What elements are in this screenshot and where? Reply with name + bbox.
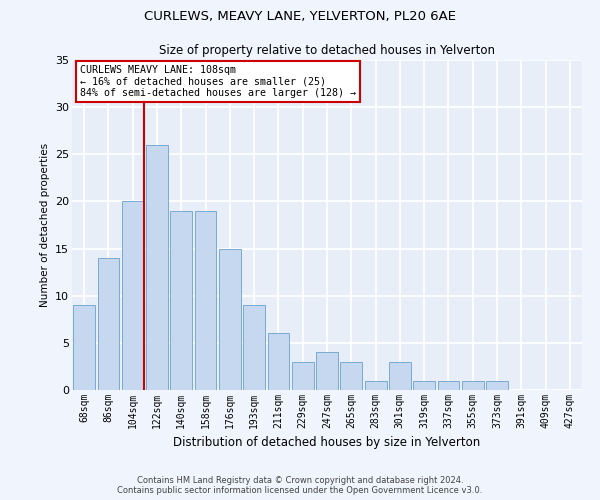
Bar — [170, 211, 192, 390]
Bar — [194, 211, 217, 390]
Bar — [486, 380, 508, 390]
Text: CURLEWS, MEAVY LANE, YELVERTON, PL20 6AE: CURLEWS, MEAVY LANE, YELVERTON, PL20 6AE — [144, 10, 456, 23]
X-axis label: Distribution of detached houses by size in Yelverton: Distribution of detached houses by size … — [173, 436, 481, 450]
Bar — [243, 305, 265, 390]
Text: Contains HM Land Registry data © Crown copyright and database right 2024.
Contai: Contains HM Land Registry data © Crown c… — [118, 476, 482, 495]
Bar — [437, 380, 460, 390]
Text: CURLEWS MEAVY LANE: 108sqm
← 16% of detached houses are smaller (25)
84% of semi: CURLEWS MEAVY LANE: 108sqm ← 16% of deta… — [80, 65, 356, 98]
Bar — [316, 352, 338, 390]
Bar — [219, 248, 241, 390]
Bar — [268, 334, 289, 390]
Bar — [389, 362, 411, 390]
Bar — [340, 362, 362, 390]
Bar — [365, 380, 386, 390]
Y-axis label: Number of detached properties: Number of detached properties — [40, 143, 50, 307]
Bar — [413, 380, 435, 390]
Title: Size of property relative to detached houses in Yelverton: Size of property relative to detached ho… — [159, 44, 495, 58]
Bar — [292, 362, 314, 390]
Bar — [122, 202, 143, 390]
Bar — [97, 258, 119, 390]
Bar — [462, 380, 484, 390]
Bar — [73, 305, 95, 390]
Bar — [146, 145, 168, 390]
